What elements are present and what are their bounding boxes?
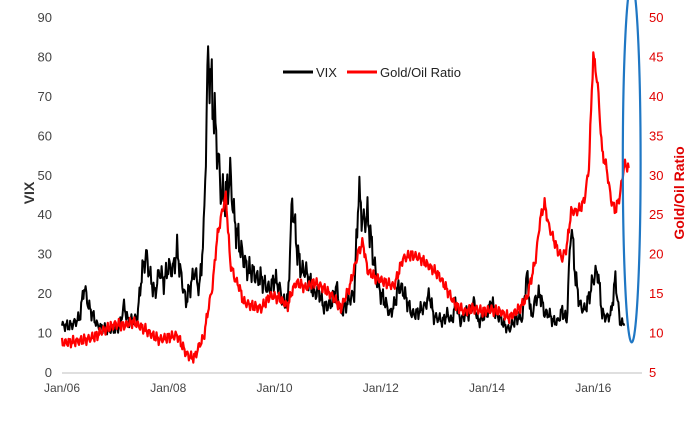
left-tick-label: 70: [38, 89, 52, 104]
y-axis-title-gold-oil: Gold/Oil Ratio: [671, 146, 687, 239]
x-tick-label: Jan/06: [44, 381, 80, 395]
left-axis-ticks: 0 10 20 30 40 50 60 70 80 90: [38, 10, 52, 380]
highlight-ellipse: [621, 0, 642, 344]
legend-label-gold-oil: Gold/Oil Ratio: [380, 65, 461, 80]
right-tick-label: 35: [649, 128, 663, 143]
left-tick-label: 10: [38, 326, 52, 341]
legend: VIX Gold/Oil Ratio: [283, 65, 461, 80]
x-tick-label: Jan/16: [575, 381, 611, 395]
right-tick-label: 20: [649, 247, 663, 262]
left-tick-label: 30: [38, 247, 52, 262]
right-tick-label: 15: [649, 286, 663, 301]
x-tick-label: Jan/14: [469, 381, 505, 395]
x-tick-label: Jan/10: [257, 381, 293, 395]
left-tick-label: 80: [38, 49, 52, 64]
left-tick-label: 0: [45, 365, 52, 380]
x-tick-label: Jan/12: [363, 381, 399, 395]
right-tick-label: 5: [649, 365, 656, 380]
left-tick-label: 50: [38, 168, 52, 183]
left-tick-label: 60: [38, 128, 52, 143]
left-tick-label: 40: [38, 207, 52, 222]
right-tick-label: 10: [649, 326, 663, 341]
x-tick-label: Jan/08: [150, 381, 186, 395]
vix-series-line: [61, 45, 626, 336]
left-tick-label: 90: [38, 10, 52, 25]
x-axis-ticks: Jan/06 Jan/08 Jan/10 Jan/12 Jan/14 Jan/16: [44, 381, 612, 395]
legend-label-vix: VIX: [316, 65, 337, 80]
left-tick-label: 20: [38, 286, 52, 301]
annotation-layer: [621, 0, 642, 344]
y-axis-title-vix: VIX: [21, 181, 37, 204]
right-tick-label: 25: [649, 207, 663, 222]
series-layer: [60, 45, 630, 364]
right-tick-label: 45: [649, 49, 663, 64]
right-tick-label: 40: [649, 89, 663, 104]
gold-oil-ratio-series-line: [60, 51, 630, 364]
right-tick-label: 50: [649, 10, 663, 25]
right-tick-label: 30: [649, 168, 663, 183]
right-axis-ticks: 5 10 15 20 25 30 35 40 45 50: [649, 10, 663, 380]
